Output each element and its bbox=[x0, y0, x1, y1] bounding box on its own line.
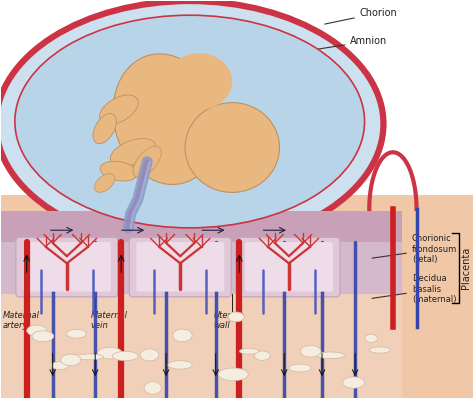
Ellipse shape bbox=[228, 312, 244, 322]
Ellipse shape bbox=[94, 174, 115, 192]
FancyBboxPatch shape bbox=[137, 242, 224, 292]
Ellipse shape bbox=[74, 354, 104, 360]
FancyBboxPatch shape bbox=[23, 242, 111, 292]
Text: Decidua
basalis
(maternal): Decidua basalis (maternal) bbox=[372, 275, 456, 304]
Ellipse shape bbox=[100, 161, 137, 181]
Bar bbox=[0, 211, 402, 242]
Ellipse shape bbox=[24, 22, 355, 216]
Ellipse shape bbox=[369, 347, 391, 353]
Bar bbox=[0, 1, 473, 195]
Ellipse shape bbox=[343, 377, 365, 388]
Text: Maternal
artery: Maternal artery bbox=[3, 310, 40, 330]
Text: Placenta: Placenta bbox=[461, 247, 472, 289]
Ellipse shape bbox=[27, 325, 47, 336]
Text: Amnion: Amnion bbox=[310, 36, 388, 50]
Ellipse shape bbox=[98, 347, 122, 359]
Ellipse shape bbox=[100, 95, 138, 124]
FancyBboxPatch shape bbox=[16, 237, 118, 297]
Text: Chorionic
frondosum
(fetal): Chorionic frondosum (fetal) bbox=[372, 234, 457, 264]
Text: Maternal
vein: Maternal vein bbox=[91, 310, 128, 330]
FancyBboxPatch shape bbox=[245, 242, 333, 292]
Ellipse shape bbox=[93, 114, 116, 144]
Ellipse shape bbox=[289, 364, 311, 372]
Ellipse shape bbox=[301, 346, 321, 357]
Bar bbox=[0, 294, 402, 398]
Text: Umbilical
cord: Umbilical cord bbox=[138, 168, 208, 190]
FancyBboxPatch shape bbox=[238, 237, 340, 297]
Ellipse shape bbox=[140, 349, 159, 361]
Ellipse shape bbox=[144, 382, 161, 394]
Ellipse shape bbox=[239, 348, 259, 354]
FancyBboxPatch shape bbox=[129, 237, 231, 297]
Ellipse shape bbox=[66, 329, 86, 338]
Ellipse shape bbox=[218, 368, 248, 381]
Ellipse shape bbox=[166, 53, 232, 110]
Ellipse shape bbox=[365, 334, 378, 342]
Ellipse shape bbox=[15, 15, 365, 228]
Ellipse shape bbox=[32, 331, 54, 342]
Ellipse shape bbox=[51, 361, 69, 369]
Bar bbox=[0, 242, 402, 294]
Text: Chorion: Chorion bbox=[325, 8, 398, 24]
Ellipse shape bbox=[185, 103, 280, 192]
Ellipse shape bbox=[112, 352, 138, 361]
Ellipse shape bbox=[317, 352, 345, 359]
Ellipse shape bbox=[0, 1, 383, 247]
Ellipse shape bbox=[168, 361, 192, 369]
Ellipse shape bbox=[255, 351, 270, 360]
Ellipse shape bbox=[113, 54, 219, 184]
Ellipse shape bbox=[110, 138, 155, 166]
Ellipse shape bbox=[173, 329, 192, 342]
Ellipse shape bbox=[133, 146, 161, 178]
Ellipse shape bbox=[61, 354, 81, 365]
Bar bbox=[0, 195, 473, 398]
Text: Uterine
wall: Uterine wall bbox=[213, 310, 244, 330]
